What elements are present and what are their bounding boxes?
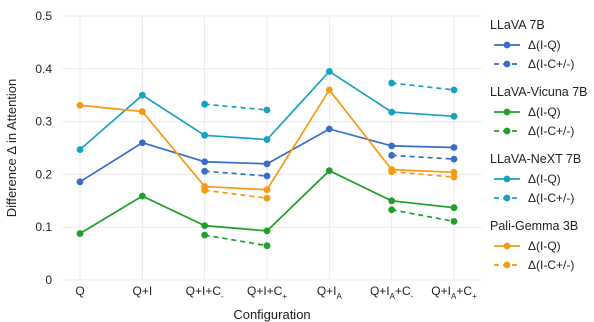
x-tick-label: Q+I+C- [186,284,224,301]
pali-gemma-3b-iq-series-point [450,168,458,176]
x-tick-label: Q+IA+C+ [431,284,477,301]
llava-next-7b-iq-series [76,68,458,153]
llava-vicuna-7b-iq-series [76,167,458,237]
llava-vicuna-7b-icpm-series-point [263,242,271,250]
pali-gemma-3b-icpm-series-point [201,186,209,194]
llava-7b-iq-series [76,125,458,186]
pali-gemma-3b-icpm-series-line [204,189,268,200]
llava-next-7b-iq-series-point [263,136,271,143]
llava-7b-iq-series-point [388,142,396,150]
pali-gemma-3b-icpm-series-point [263,194,271,202]
pali-gemma-3b-iq-series-point [138,108,146,115]
llava-next-7b-iq-series-point [201,131,209,139]
legend-series-label: Δ(I-C+/-) [528,191,574,205]
pali-gemma-3b-iq-series-point [325,86,333,94]
llava-vicuna-7b-iq-series-point [263,227,271,235]
llava-next-7b-icpm-series-point [450,86,458,94]
y-tick-label: 0.2 [35,167,52,181]
y-tick-label: 0.4 [35,62,52,76]
legend-series-label: Δ(I-Q) [528,38,561,52]
llava-vicuna-7b-icpm-series-point [201,231,209,239]
y-tick-label: 0 [45,273,52,287]
legend-marker [503,242,511,250]
legend-series-label: Δ(I-C+/-) [528,57,574,71]
x-tick-label: Q+I [132,284,152,298]
llava-vicuna-7b-icpm-series-line [204,234,268,247]
x-axis-ticks: Q Q+I Q+I+C- Q+I+C+ Q+IA Q+IA+C- Q+IA+C+ [75,284,477,301]
llava-next-7b-icpm-series-point [263,106,271,114]
llava-7b-icpm-series [201,151,458,180]
pali-gemma-3b-iq-series-point [76,101,84,109]
llava-next-7b-iq-series-point [388,108,396,116]
llava-next-7b-icpm-series-line [204,103,268,111]
llava-7b-icpm-series-line [391,154,455,160]
legend-model-name: LLaVA-Vicuna 7B [490,85,588,99]
legend-model-name: LLaVA-NeXT 7B [490,152,581,166]
legend-series-label: Δ(I-Q) [528,239,561,253]
llava-next-7b-iq-series-point [138,91,146,99]
llava-7b-iq-series-point [263,160,271,168]
data-series [76,68,458,250]
llava-7b-icpm-series-point [263,172,271,180]
llava-vicuna-7b-icpm-series-line [391,208,455,223]
pali-gemma-3b-iq-series-point [263,186,271,194]
llava-vicuna-7b-icpm-series [201,206,458,250]
llava-vicuna-7b-icpm-series-point [450,217,458,225]
x-tick-label: Q+IA [317,284,343,301]
pali-gemma-3b-icpm-series-point [450,173,458,181]
x-axis-label: Configuration [233,307,310,322]
y-tick-label: 0.3 [35,115,52,129]
legend: LLaVA 7B Δ(I-Q) Δ(I-C+/-) LLaVA-Vicuna 7B Δ(… [490,18,588,272]
llava-7b-iq-series-point [201,158,209,166]
legend-series-label: Δ(I-Q) [528,105,561,119]
llava-vicuna-7b-iq-series-point [138,192,146,200]
legend-series-label: Δ(I-Q) [528,172,561,186]
y-axis-ticks: 0 0.1 0.2 0.3 0.4 0.5 [35,9,52,287]
llava-7b-icpm-series-line [204,170,268,177]
llava-7b-iq-series-point [325,125,333,133]
llava-7b-iq-series-point [76,178,84,186]
legend-marker [503,127,511,135]
legend-marker [503,175,511,183]
llava-next-7b-iq-series-point [325,68,333,75]
llava-7b-icpm-series-point [388,151,396,159]
llava-vicuna-7b-icpm-series-point [388,206,396,214]
llava-vicuna-7b-iq-series-point [201,222,209,230]
legend-marker [503,41,511,49]
llava-vicuna-7b-iq-series-point [76,230,84,237]
llava-7b-iq-series-point [138,139,146,147]
gridlines [62,15,482,281]
pali-gemma-3b-icpm-series-point [388,168,396,176]
llava-next-7b-icpm-series-point [388,79,396,87]
x-tick-label: Q+I+C+ [247,284,287,301]
legend-series-label: Δ(I-C+/-) [528,258,574,272]
y-axis-label: Difference Δ in Attention [4,79,19,218]
y-tick-label: 0.1 [35,220,52,234]
legend-marker [503,108,511,116]
pali-gemma-3b-icpm-series [201,168,458,202]
llava-7b-icpm-series-point [450,155,458,163]
llava-next-7b-icpm-series-line [391,82,455,91]
x-tick-label: Q [75,284,84,298]
y-tick-label: 0.5 [35,9,52,23]
llava-next-7b-icpm-series-point [201,100,209,108]
legend-marker [503,194,511,202]
legend-series-label: Δ(I-C+/-) [528,124,574,138]
llava-next-7b-iq-series-point [450,112,458,120]
llava-vicuna-7b-iq-series-point [325,167,333,175]
llava-next-7b-icpm-series [201,79,458,114]
llava-vicuna-7b-iq-series-point [388,197,396,205]
llava-vicuna-7b-iq-series-point [450,204,458,212]
pali-gemma-3b-icpm-series-line [391,170,455,178]
legend-marker [503,60,511,68]
llava-7b-iq-series-point [450,144,458,151]
llava-7b-icpm-series-point [201,167,209,175]
legend-model-name: Pali-Gemma 3B [490,219,578,233]
legend-model-name: LLaVA 7B [490,18,545,32]
x-tick-label: Q+IA+C- [370,284,414,301]
legend-marker [503,261,511,269]
llava-next-7b-iq-series-point [76,146,84,153]
